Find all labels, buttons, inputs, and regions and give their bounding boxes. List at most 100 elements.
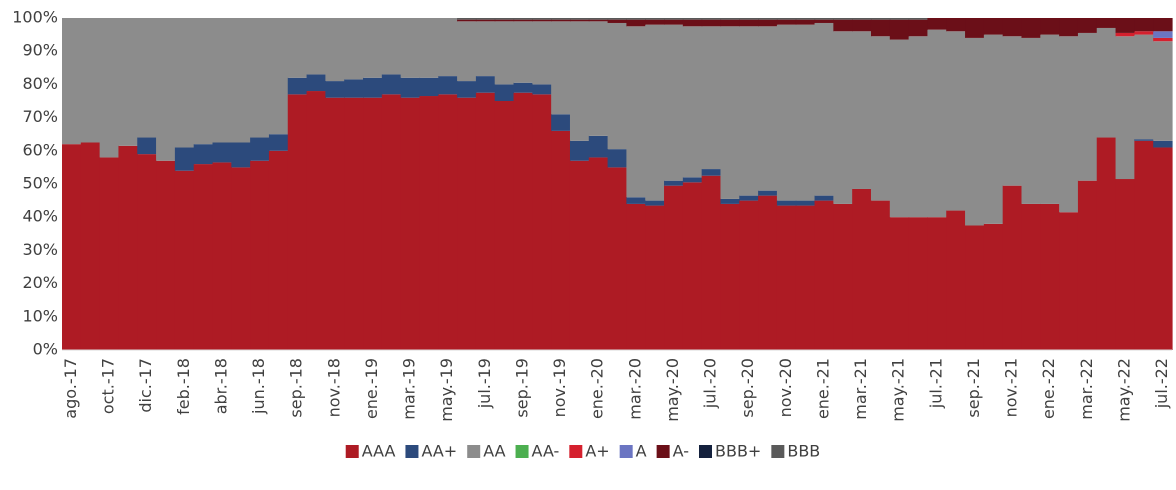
bar-segment (701, 175, 722, 350)
bar-segment (701, 26, 722, 170)
bar-segment (814, 18, 834, 20)
bar-segment (607, 167, 628, 350)
bar-segment (569, 19, 590, 22)
legend-label: AA- (532, 442, 560, 461)
bar-segment (551, 18, 571, 20)
bar-segment (645, 19, 665, 25)
bar-segment (400, 77, 421, 98)
bar-segment (287, 77, 308, 95)
bar-segment (250, 18, 270, 138)
bar-segment (475, 18, 496, 20)
bar-segment (626, 26, 646, 198)
legend-label: A (636, 442, 647, 461)
bar-segment (852, 188, 872, 350)
bar-segment (607, 22, 628, 150)
bar-segment (457, 97, 477, 351)
bar-segment (419, 18, 439, 78)
bar-segment (927, 29, 947, 218)
bar-segment (852, 19, 872, 32)
x-tick-label: sep.-20 (738, 358, 757, 418)
bar-segment (212, 162, 232, 350)
x-tick-label: dic.-17 (136, 358, 155, 413)
y-tick-label: 50% (22, 174, 58, 193)
bar-segment (551, 130, 571, 350)
bar-segment (739, 200, 759, 350)
bar-segment (457, 21, 477, 82)
bar-segment (720, 203, 740, 350)
bar-segment (889, 217, 910, 350)
bar-segment (513, 18, 533, 20)
bar-segment (268, 150, 289, 350)
bar-segment (137, 154, 157, 350)
legend-label: A- (673, 442, 689, 461)
bar-segment (1153, 37, 1173, 42)
bar-segment (758, 26, 778, 191)
bar-segment (1040, 18, 1060, 35)
bar-segment (475, 21, 496, 77)
bar-segment (400, 18, 421, 78)
bar-segment (193, 164, 214, 350)
bar-segment (588, 18, 609, 20)
bar-segment (569, 21, 590, 141)
y-tick-label: 60% (22, 140, 58, 159)
x-tick-label: may.-20 (663, 358, 682, 422)
bar-segment (833, 18, 853, 20)
bar-segment (1115, 179, 1135, 350)
bar-segment (1096, 27, 1117, 138)
bar-segment (833, 19, 853, 32)
bar-segment (438, 18, 458, 77)
bar-segment (983, 18, 1004, 35)
bar-segment (739, 18, 759, 20)
bar-segment (551, 21, 571, 115)
bar-segment (739, 195, 759, 201)
x-tick-label: nov.-19 (550, 358, 569, 417)
bar-segment (532, 84, 552, 95)
bar-segment (908, 18, 929, 20)
bar-segment (664, 24, 684, 181)
bar-segment (626, 197, 646, 204)
bar-segment (833, 31, 853, 204)
bar-segment (62, 18, 82, 145)
bar-segment (908, 217, 929, 350)
bar-segment (983, 34, 1004, 224)
bar-segment (682, 182, 703, 350)
bar-segment (475, 19, 496, 22)
x-tick-label: may.-22 (1114, 358, 1133, 422)
bar-segment (588, 157, 609, 350)
bar-segment (513, 92, 533, 350)
bar-segment (758, 195, 778, 350)
bar-segment (80, 142, 101, 350)
bar-segment (494, 21, 515, 85)
bar-segment (1096, 137, 1117, 350)
bar-segment (381, 18, 402, 75)
y-tick-label: 30% (22, 240, 58, 259)
bar-segment (758, 19, 778, 27)
bar-segment (344, 18, 364, 80)
bar-segment (287, 18, 308, 78)
bar-segment (268, 18, 289, 135)
bar-segment (664, 19, 684, 25)
bar-segment (607, 18, 628, 20)
bar-segment (1134, 140, 1154, 350)
bar-segment (325, 81, 345, 98)
bar-segment (306, 74, 326, 92)
bar-segment (475, 76, 496, 93)
bar-segment (588, 19, 609, 22)
bar-segment (494, 101, 515, 350)
x-tick-label: ene.-21 (813, 358, 832, 419)
bar-segment (513, 82, 533, 93)
bar-segment (1021, 18, 1041, 38)
bar-segment (645, 205, 665, 350)
bar-segment (776, 19, 797, 25)
bar-segment (1115, 18, 1135, 33)
bar-segment (268, 134, 289, 151)
bar-segment (889, 39, 910, 218)
x-tick-label: sep.-18 (287, 358, 306, 418)
bar-segment (626, 18, 646, 20)
x-tick-label: ene.-22 (1039, 358, 1058, 419)
x-tick-label: mar.-21 (851, 358, 870, 420)
bar-segment (682, 177, 703, 183)
bar-segment (1153, 18, 1173, 32)
x-tick-label: sep.-21 (964, 358, 983, 418)
bar-segment (1021, 203, 1041, 350)
